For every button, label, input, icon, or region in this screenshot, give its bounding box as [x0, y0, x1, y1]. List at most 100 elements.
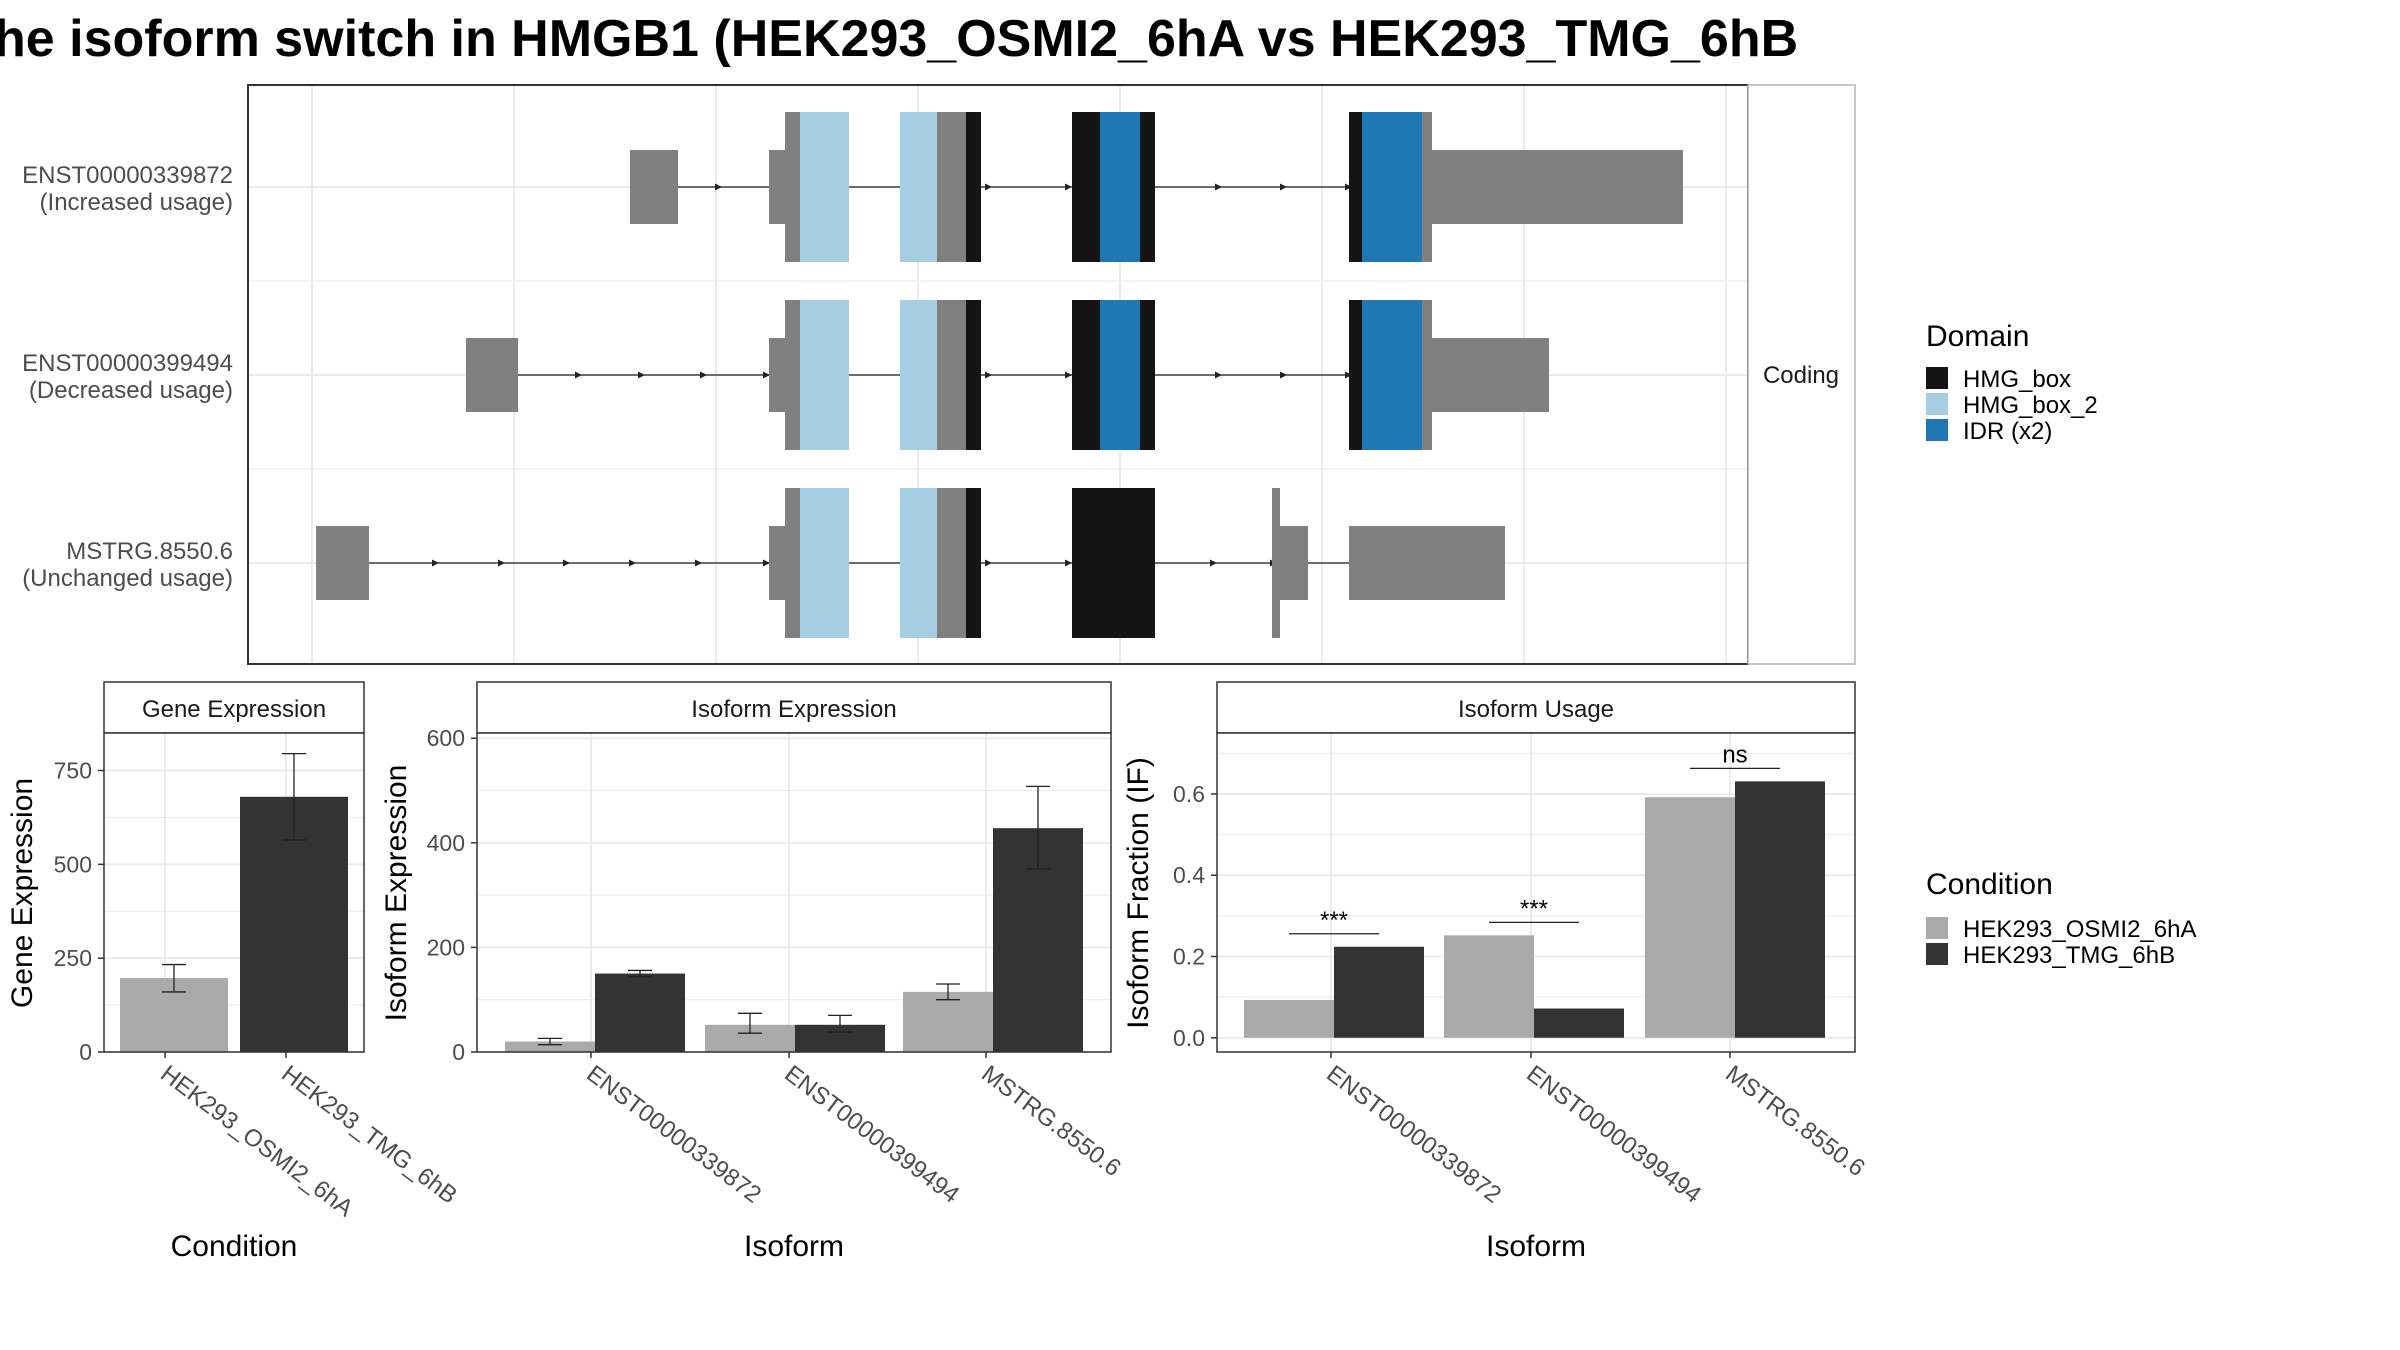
legend-swatch-idr	[1926, 419, 1948, 441]
intron-arrow	[1215, 371, 1222, 379]
x-tick-label: ENST00000399494	[779, 1060, 964, 1208]
bar	[1645, 797, 1735, 1038]
exon-segment	[1272, 488, 1280, 638]
figure-title: he isoform switch in HMGB1 (HEK293_OSMI2…	[0, 10, 1798, 68]
y-tick-label: 0.4	[1173, 862, 1205, 888]
exon-segment	[900, 112, 937, 262]
y-tick-label: 250	[54, 945, 92, 971]
exon-segment	[1349, 300, 1362, 450]
exon-segment	[1422, 112, 1432, 262]
exon-segment	[1362, 112, 1422, 262]
exon-segment	[937, 300, 966, 450]
exon-segment	[769, 150, 785, 224]
exon-segment	[1072, 300, 1100, 450]
legend-label-condition-b: HEK293_TMG_6hB	[1963, 942, 2175, 969]
panel-title: Gene Expression	[142, 696, 326, 723]
transcript-label-usage: (Unchanged usage)	[22, 565, 233, 592]
isoform-expression-panel: Isoform Expression 0 200 400 600 ENST00000339…	[380, 681, 1126, 1263]
exon-segment	[966, 300, 981, 450]
condition-legend-title: Condition	[1926, 868, 2053, 901]
exon-segment	[1432, 338, 1549, 412]
panel-frame	[103, 732, 365, 1053]
exon-segment	[785, 300, 800, 450]
domain-legend: Domain HMG_box HMG_box_2 IDR (x2)	[1926, 320, 2098, 445]
legend-label-hmg-box-2: HMG_box_2	[1963, 392, 2098, 419]
y-axis-title: Isoform Expression	[380, 765, 413, 1022]
domain-legend-title: Domain	[1926, 320, 2029, 353]
exon-segment	[316, 526, 369, 600]
bar	[1244, 999, 1334, 1038]
y-tick-label: 0.6	[1173, 781, 1205, 807]
intron-arrow	[985, 371, 992, 379]
intron-arrow	[985, 559, 992, 567]
transcript-label-usage: (Increased usage)	[40, 189, 233, 216]
legend-swatch-condition-b	[1926, 943, 1948, 965]
transcript-label-usage: (Decreased usage)	[29, 377, 233, 404]
x-axis-title: Isoform	[1486, 1230, 1586, 1263]
exon-segment	[1280, 526, 1308, 600]
x-tick-label: ENST00000339872	[581, 1060, 766, 1208]
legend-swatch-hmg-box	[1926, 367, 1948, 389]
facet-label-coding: Coding	[1763, 362, 1839, 389]
bar	[595, 973, 685, 1052]
intron-arrow	[695, 559, 702, 567]
exon-segment	[1100, 300, 1140, 450]
intron-arrow	[1210, 559, 1217, 567]
exon-segment	[785, 112, 800, 262]
exon-segment	[937, 488, 966, 638]
intron-arrow	[563, 559, 570, 567]
isoform-usage-panel: Isoform Usage 0.0 0.2 0.4 0.6 *** ENST00000339…	[1122, 681, 1870, 1263]
exon-segment	[630, 150, 678, 224]
exon-segment	[1362, 300, 1422, 450]
legend-label-idr: IDR (x2)	[1963, 418, 2052, 445]
intron-arrow	[763, 559, 770, 567]
bar	[903, 991, 993, 1052]
transcript-label-id: ENST00000399494	[22, 350, 233, 377]
exon-segment	[937, 112, 966, 262]
exon-segment	[1072, 488, 1155, 638]
x-axis-title: Isoform	[744, 1230, 844, 1263]
exon-segment	[1140, 300, 1155, 450]
intron-arrow	[715, 183, 722, 191]
intron-arrow	[1065, 559, 1072, 567]
panel-strip	[476, 681, 1112, 734]
panel-frame	[1216, 732, 1856, 1053]
exon-segment	[1100, 112, 1140, 262]
y-axis-title: Isoform Fraction (IF)	[1122, 757, 1155, 1029]
exon-segment	[769, 526, 785, 600]
intron-arrow	[1065, 183, 1072, 191]
legend-swatch-condition-a	[1926, 917, 1948, 939]
exon-segment	[1072, 112, 1100, 262]
panel-strip	[103, 681, 365, 734]
exon-segment	[1432, 150, 1683, 224]
exon-segment	[1349, 112, 1362, 262]
exon-segment	[466, 338, 518, 412]
legend-label-hmg-box: HMG_box	[1963, 366, 2071, 393]
exon-segment	[966, 488, 981, 638]
intron-arrow	[498, 559, 505, 567]
exon-segment	[800, 112, 849, 262]
intron-arrow	[629, 559, 636, 567]
legend-swatch-hmg-box-2	[1926, 393, 1948, 415]
bar	[1334, 946, 1424, 1038]
intron-arrow	[1280, 183, 1287, 191]
legend-label-condition-a: HEK293_OSMI2_6hA	[1963, 916, 2196, 943]
exon-segment	[1140, 112, 1155, 262]
x-tick-label: MSTRG.8550.6	[976, 1060, 1125, 1182]
intron-arrow	[700, 371, 707, 379]
x-tick-label: ENST00000339872	[1321, 1060, 1506, 1208]
facet-strip-coding	[1747, 84, 1856, 665]
x-tick-label: ENST00000399494	[1521, 1060, 1706, 1208]
exon-segment	[900, 488, 937, 638]
intron-arrow	[638, 371, 645, 379]
intron-arrow	[1215, 183, 1222, 191]
x-tick-label: HEK293_OSMI2_6hA	[155, 1060, 358, 1222]
transcript-label-id: ENST00000339872	[22, 162, 233, 189]
condition-legend: Condition HEK293_OSMI2_6hA HEK293_TMG_6h…	[1926, 868, 2196, 969]
exon-segment	[769, 338, 785, 412]
panel-title: Isoform Usage	[1458, 696, 1614, 723]
intron-arrow	[432, 559, 439, 567]
bar	[505, 1041, 595, 1052]
y-tick-label: 0	[79, 1039, 92, 1065]
